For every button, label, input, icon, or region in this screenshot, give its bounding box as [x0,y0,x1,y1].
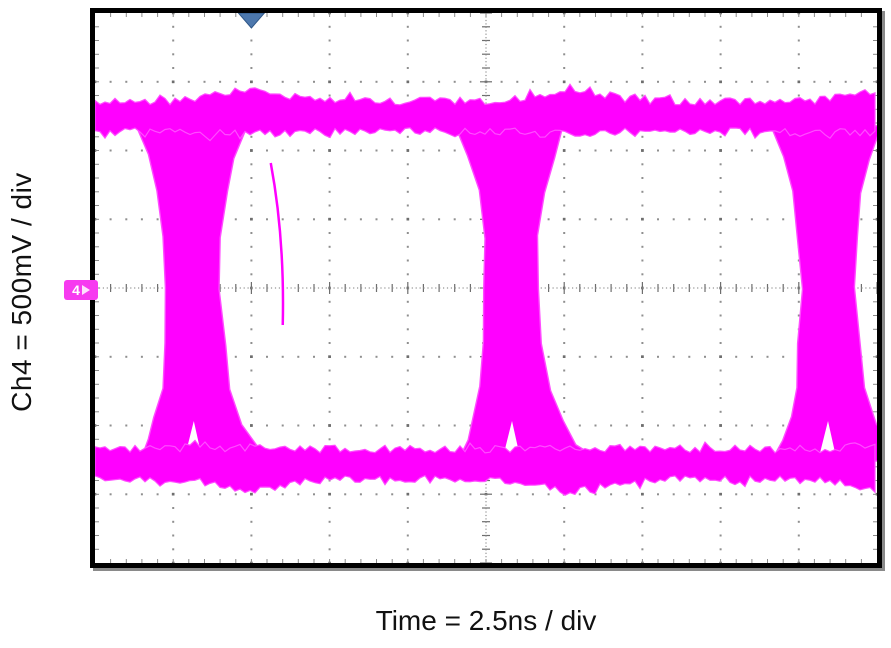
oscilloscope-display: 4 [64,8,882,568]
channel-marker-arrow-icon [81,285,90,295]
x-axis-label: Time = 2.5ns / div [375,605,597,636]
y-axis-label: Ch4 = 500mV / div [6,172,37,412]
channel-marker-label: 4 [72,282,80,298]
channel-4-reference-marker: 4 [64,280,98,300]
scope-canvas [95,13,877,563]
